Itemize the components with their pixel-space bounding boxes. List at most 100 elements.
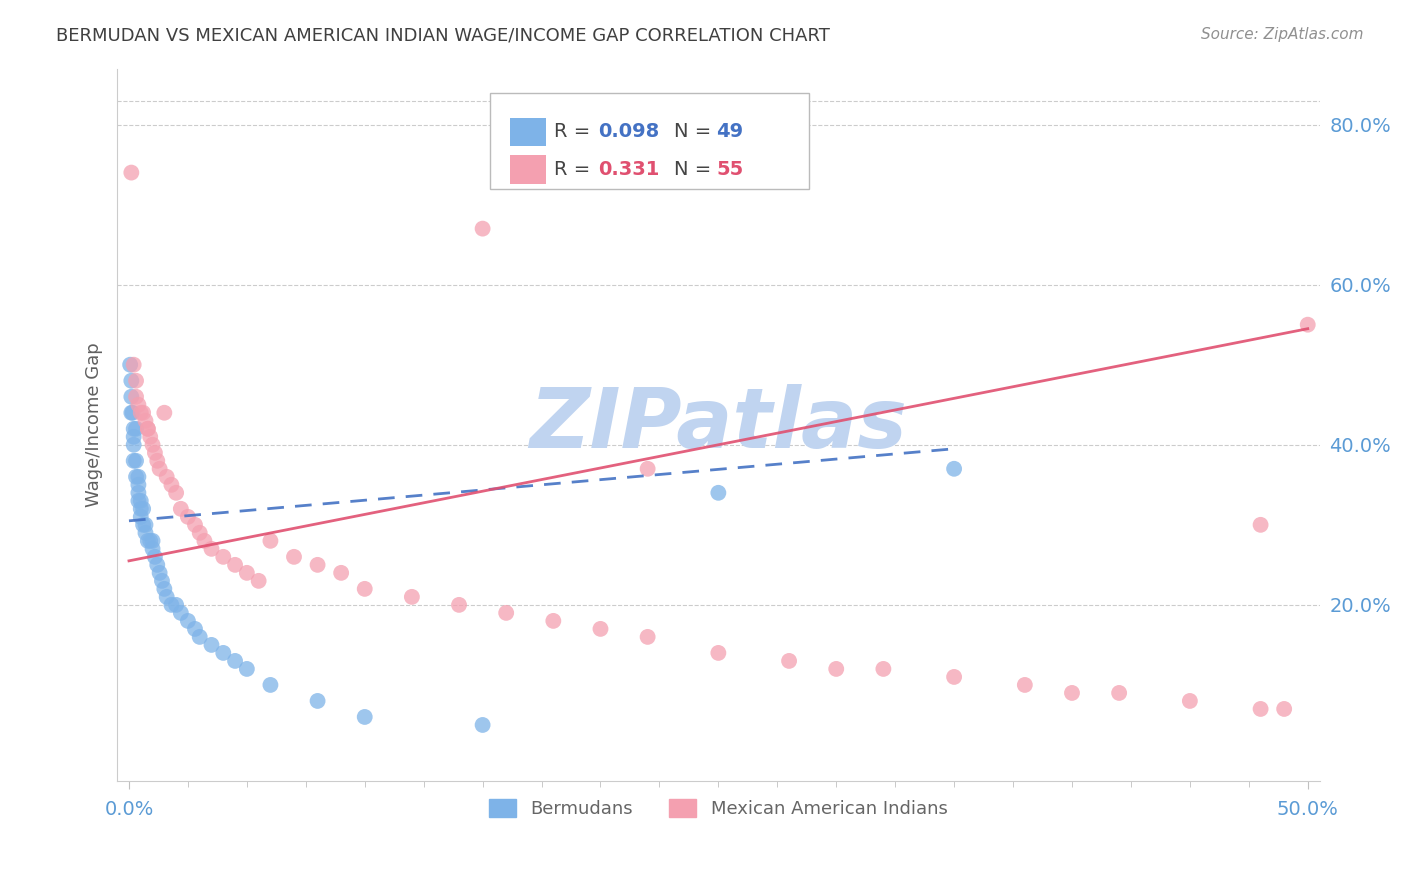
Point: [307, 694, 329, 708]
Point: [136, 533, 159, 548]
Point: [142, 533, 165, 548]
Point: [129, 493, 152, 508]
Point: [150, 574, 173, 588]
Point: [1108, 686, 1130, 700]
Point: [122, 430, 145, 444]
Point: [122, 438, 145, 452]
Point: [707, 646, 730, 660]
Bar: [510, 155, 547, 184]
Bar: [510, 118, 547, 146]
FancyBboxPatch shape: [489, 93, 808, 189]
Point: [307, 558, 329, 572]
Point: [122, 358, 145, 372]
Point: [330, 566, 353, 580]
Point: [212, 549, 235, 564]
Point: [127, 398, 149, 412]
Point: [212, 646, 235, 660]
Point: [120, 406, 142, 420]
Point: [156, 470, 179, 484]
Text: BERMUDAN VS MEXICAN AMERICAN INDIAN WAGE/INCOME GAP CORRELATION CHART: BERMUDAN VS MEXICAN AMERICAN INDIAN WAGE…: [56, 27, 830, 45]
Point: [543, 614, 565, 628]
Point: [143, 549, 166, 564]
Point: [160, 477, 183, 491]
Text: N =: N =: [673, 160, 711, 178]
Point: [170, 606, 193, 620]
Point: [943, 670, 966, 684]
Point: [127, 493, 149, 508]
Point: [1014, 678, 1036, 692]
Point: [136, 422, 159, 436]
Point: [943, 462, 966, 476]
Point: [125, 454, 148, 468]
Text: R =: R =: [554, 122, 591, 142]
Text: ZIPatlas: ZIPatlas: [530, 384, 907, 466]
Point: [125, 390, 148, 404]
Point: [134, 525, 156, 540]
Point: [125, 470, 148, 484]
Point: [177, 614, 200, 628]
Point: [125, 374, 148, 388]
Point: [224, 558, 246, 572]
Point: [139, 533, 162, 548]
Text: 55: 55: [716, 160, 744, 178]
Point: [153, 406, 176, 420]
Point: [120, 358, 142, 372]
Point: [200, 541, 222, 556]
Point: [259, 678, 281, 692]
Point: [120, 165, 142, 179]
Point: [149, 462, 172, 476]
Point: [134, 414, 156, 428]
Point: [132, 501, 155, 516]
Point: [236, 662, 259, 676]
Point: [132, 517, 155, 532]
Point: [156, 590, 179, 604]
Text: 0.098: 0.098: [598, 122, 659, 142]
Point: [353, 710, 375, 724]
Point: [146, 558, 169, 572]
Point: [707, 485, 730, 500]
Text: 49: 49: [716, 122, 744, 142]
Point: [200, 638, 222, 652]
Point: [132, 406, 155, 420]
Text: 0.331: 0.331: [598, 160, 659, 178]
Point: [142, 541, 165, 556]
Point: [401, 590, 423, 604]
Point: [143, 446, 166, 460]
Point: [160, 598, 183, 612]
Legend: Bermudans, Mexican American Indians: Bermudans, Mexican American Indians: [482, 791, 955, 825]
Point: [872, 662, 894, 676]
Point: [153, 582, 176, 596]
Point: [170, 501, 193, 516]
Point: [259, 533, 281, 548]
Point: [122, 422, 145, 436]
Point: [142, 438, 165, 452]
Point: [127, 470, 149, 484]
Point: [134, 517, 156, 532]
Point: [471, 221, 494, 235]
Point: [1178, 694, 1201, 708]
Point: [447, 598, 470, 612]
Point: [1296, 318, 1319, 332]
Point: [146, 454, 169, 468]
Point: [122, 454, 145, 468]
Point: [1250, 702, 1272, 716]
Text: N =: N =: [673, 122, 711, 142]
Point: [1250, 517, 1272, 532]
Point: [129, 501, 152, 516]
Point: [247, 574, 270, 588]
Point: [637, 462, 659, 476]
Point: [120, 390, 142, 404]
Point: [236, 566, 259, 580]
Point: [127, 485, 149, 500]
Point: [224, 654, 246, 668]
Point: [825, 662, 848, 676]
Point: [165, 598, 187, 612]
Point: [188, 525, 211, 540]
Point: [184, 517, 207, 532]
Point: [495, 606, 517, 620]
Point: [283, 549, 305, 564]
Point: [353, 582, 375, 596]
Point: [184, 622, 207, 636]
Point: [149, 566, 172, 580]
Point: [165, 485, 187, 500]
